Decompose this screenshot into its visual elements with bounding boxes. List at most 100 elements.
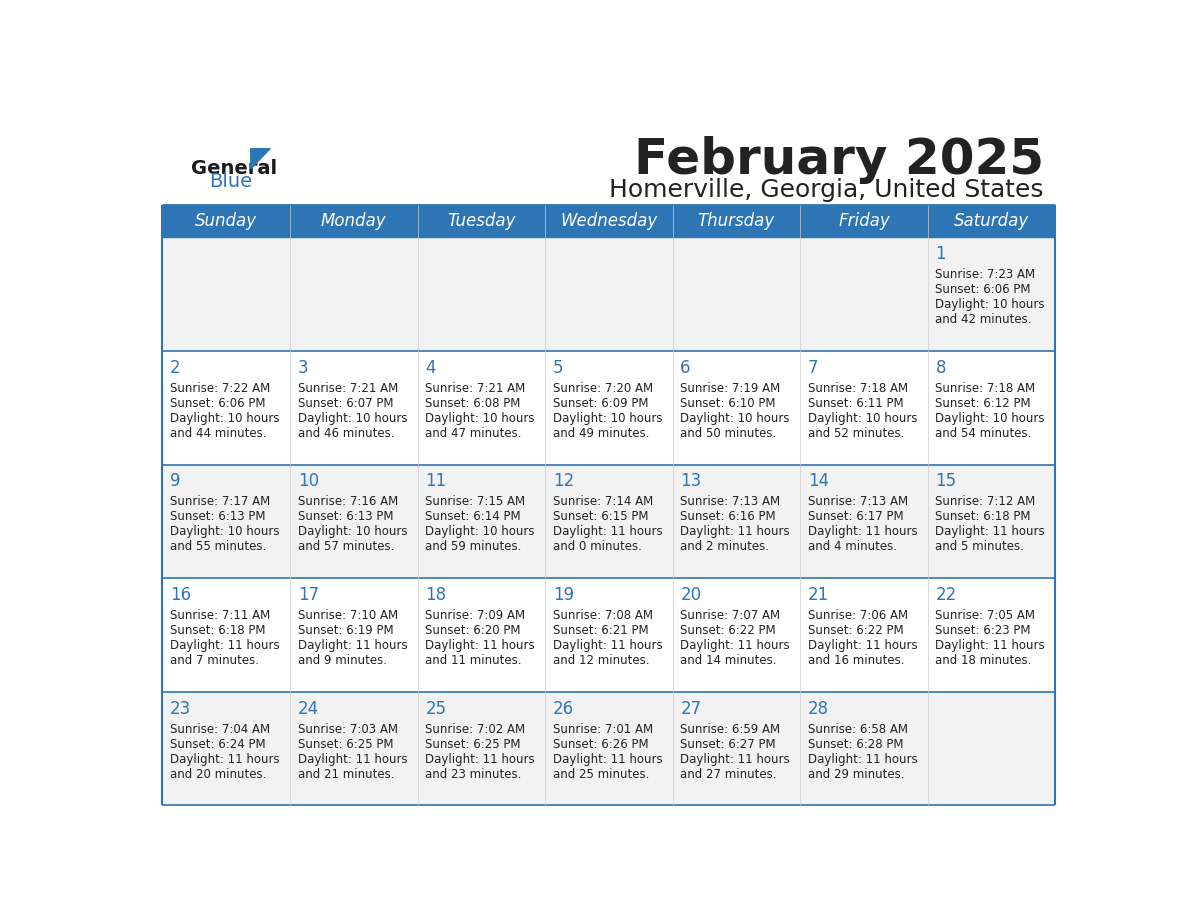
Text: Sunrise: 7:18 AM: Sunrise: 7:18 AM xyxy=(935,382,1036,395)
Text: 13: 13 xyxy=(681,472,702,490)
Text: Sunrise: 7:08 AM: Sunrise: 7:08 AM xyxy=(552,609,653,622)
Text: Daylight: 11 hours: Daylight: 11 hours xyxy=(808,639,917,652)
Text: 4: 4 xyxy=(425,359,436,376)
Text: Sunset: 6:28 PM: Sunset: 6:28 PM xyxy=(808,738,903,751)
Text: Sunset: 6:20 PM: Sunset: 6:20 PM xyxy=(425,624,520,637)
Text: and 27 minutes.: and 27 minutes. xyxy=(681,767,777,780)
Text: Sunrise: 7:18 AM: Sunrise: 7:18 AM xyxy=(808,382,908,395)
Text: 23: 23 xyxy=(170,700,191,718)
Text: and 7 minutes.: and 7 minutes. xyxy=(170,654,259,667)
Text: Sunset: 6:24 PM: Sunset: 6:24 PM xyxy=(170,738,266,751)
Text: Sunset: 6:22 PM: Sunset: 6:22 PM xyxy=(681,624,776,637)
Text: 10: 10 xyxy=(298,472,318,490)
Text: February 2025: February 2025 xyxy=(633,136,1043,184)
Text: and 4 minutes.: and 4 minutes. xyxy=(808,541,897,554)
Text: and 2 minutes.: and 2 minutes. xyxy=(681,541,770,554)
Text: 3: 3 xyxy=(298,359,309,376)
Text: and 59 minutes.: and 59 minutes. xyxy=(425,541,522,554)
Text: Daylight: 11 hours: Daylight: 11 hours xyxy=(681,753,790,766)
Text: 17: 17 xyxy=(298,586,318,604)
Text: Sunrise: 7:07 AM: Sunrise: 7:07 AM xyxy=(681,609,781,622)
Text: Daylight: 10 hours: Daylight: 10 hours xyxy=(298,411,407,425)
Bar xyxy=(163,237,1055,351)
Text: Sunset: 6:06 PM: Sunset: 6:06 PM xyxy=(935,283,1031,296)
Text: Sunrise: 7:02 AM: Sunrise: 7:02 AM xyxy=(425,722,525,735)
Text: Sunset: 6:27 PM: Sunset: 6:27 PM xyxy=(681,738,776,751)
Text: Sunday: Sunday xyxy=(195,212,258,230)
Text: Sunrise: 7:22 AM: Sunrise: 7:22 AM xyxy=(170,382,271,395)
Text: Sunset: 6:16 PM: Sunset: 6:16 PM xyxy=(681,510,776,523)
Text: Sunset: 6:25 PM: Sunset: 6:25 PM xyxy=(425,738,520,751)
Text: and 23 minutes.: and 23 minutes. xyxy=(425,767,522,780)
Text: Sunrise: 7:23 AM: Sunrise: 7:23 AM xyxy=(935,268,1036,281)
Text: Daylight: 11 hours: Daylight: 11 hours xyxy=(552,753,663,766)
Text: Sunset: 6:19 PM: Sunset: 6:19 PM xyxy=(298,624,393,637)
Text: and 12 minutes.: and 12 minutes. xyxy=(552,654,650,667)
Bar xyxy=(163,465,1055,578)
Text: Daylight: 11 hours: Daylight: 11 hours xyxy=(425,753,535,766)
Bar xyxy=(163,351,1055,465)
Text: Sunset: 6:22 PM: Sunset: 6:22 PM xyxy=(808,624,904,637)
Text: 9: 9 xyxy=(170,472,181,490)
Text: Monday: Monday xyxy=(321,212,386,230)
Text: and 25 minutes.: and 25 minutes. xyxy=(552,767,649,780)
Text: Sunrise: 7:10 AM: Sunrise: 7:10 AM xyxy=(298,609,398,622)
Text: and 57 minutes.: and 57 minutes. xyxy=(298,541,394,554)
Text: Daylight: 10 hours: Daylight: 10 hours xyxy=(681,411,790,425)
Text: and 55 minutes.: and 55 minutes. xyxy=(170,541,266,554)
Text: Daylight: 11 hours: Daylight: 11 hours xyxy=(552,639,663,652)
Text: Sunrise: 7:06 AM: Sunrise: 7:06 AM xyxy=(808,609,908,622)
Text: 15: 15 xyxy=(935,472,956,490)
Bar xyxy=(163,692,1055,805)
Text: Blue: Blue xyxy=(209,172,252,191)
Text: and 46 minutes.: and 46 minutes. xyxy=(298,427,394,440)
Text: Sunset: 6:14 PM: Sunset: 6:14 PM xyxy=(425,510,520,523)
Text: Sunset: 6:21 PM: Sunset: 6:21 PM xyxy=(552,624,649,637)
Text: 20: 20 xyxy=(681,586,701,604)
Text: Sunset: 6:11 PM: Sunset: 6:11 PM xyxy=(808,397,904,409)
Text: 7: 7 xyxy=(808,359,819,376)
Polygon shape xyxy=(251,149,270,169)
Text: Daylight: 11 hours: Daylight: 11 hours xyxy=(808,525,917,538)
Text: Sunrise: 7:04 AM: Sunrise: 7:04 AM xyxy=(170,722,271,735)
Text: 14: 14 xyxy=(808,472,829,490)
Text: Sunrise: 6:59 AM: Sunrise: 6:59 AM xyxy=(681,722,781,735)
Text: Sunrise: 7:21 AM: Sunrise: 7:21 AM xyxy=(298,382,398,395)
Text: Daylight: 10 hours: Daylight: 10 hours xyxy=(425,525,535,538)
Text: Daylight: 11 hours: Daylight: 11 hours xyxy=(808,753,917,766)
Text: and 49 minutes.: and 49 minutes. xyxy=(552,427,650,440)
Text: and 47 minutes.: and 47 minutes. xyxy=(425,427,522,440)
Text: 6: 6 xyxy=(681,359,691,376)
Text: Daylight: 10 hours: Daylight: 10 hours xyxy=(935,411,1045,425)
Text: Sunrise: 7:13 AM: Sunrise: 7:13 AM xyxy=(681,496,781,509)
Text: 25: 25 xyxy=(425,700,447,718)
Text: 26: 26 xyxy=(552,700,574,718)
Text: Sunrise: 6:58 AM: Sunrise: 6:58 AM xyxy=(808,722,908,735)
Text: Daylight: 10 hours: Daylight: 10 hours xyxy=(552,411,663,425)
Text: and 52 minutes.: and 52 minutes. xyxy=(808,427,904,440)
Text: Daylight: 10 hours: Daylight: 10 hours xyxy=(170,525,279,538)
Text: Sunrise: 7:13 AM: Sunrise: 7:13 AM xyxy=(808,496,908,509)
Text: Tuesday: Tuesday xyxy=(447,212,516,230)
Text: and 0 minutes.: and 0 minutes. xyxy=(552,541,642,554)
Text: Sunrise: 7:11 AM: Sunrise: 7:11 AM xyxy=(170,609,271,622)
Text: Sunset: 6:18 PM: Sunset: 6:18 PM xyxy=(935,510,1031,523)
Text: 27: 27 xyxy=(681,700,701,718)
Text: and 11 minutes.: and 11 minutes. xyxy=(425,654,522,667)
Text: Daylight: 10 hours: Daylight: 10 hours xyxy=(425,411,535,425)
Text: Daylight: 11 hours: Daylight: 11 hours xyxy=(935,525,1045,538)
Text: 12: 12 xyxy=(552,472,574,490)
Text: Daylight: 11 hours: Daylight: 11 hours xyxy=(681,525,790,538)
Text: 1: 1 xyxy=(935,245,946,263)
Text: and 29 minutes.: and 29 minutes. xyxy=(808,767,904,780)
Text: Sunrise: 7:19 AM: Sunrise: 7:19 AM xyxy=(681,382,781,395)
Text: Sunrise: 7:15 AM: Sunrise: 7:15 AM xyxy=(425,496,525,509)
Text: Daylight: 10 hours: Daylight: 10 hours xyxy=(808,411,917,425)
Text: Friday: Friday xyxy=(838,212,890,230)
Text: Sunset: 6:18 PM: Sunset: 6:18 PM xyxy=(170,624,266,637)
Text: Daylight: 11 hours: Daylight: 11 hours xyxy=(935,639,1045,652)
Text: and 5 minutes.: and 5 minutes. xyxy=(935,541,1024,554)
Text: Daylight: 11 hours: Daylight: 11 hours xyxy=(298,753,407,766)
Text: Sunrise: 7:03 AM: Sunrise: 7:03 AM xyxy=(298,722,398,735)
Text: 19: 19 xyxy=(552,586,574,604)
